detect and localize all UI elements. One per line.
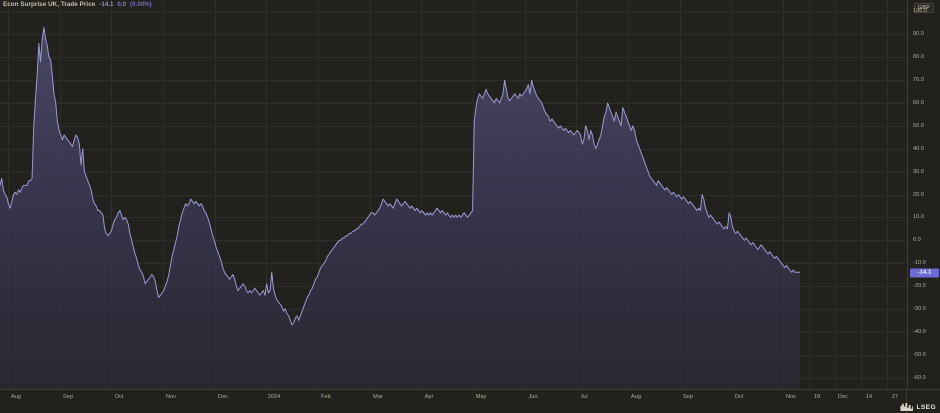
price-tick-label: -50.0 [913, 351, 926, 358]
gridline-horizontal [0, 171, 907, 173]
price-tick-label: 50.0 [913, 122, 924, 129]
current-price-badge: -14.1 [910, 268, 939, 278]
lseg-brand: LSEG [900, 403, 936, 411]
time-tick-label: Nov [786, 394, 796, 400]
price-tick-label: -40.0 [913, 328, 926, 335]
gridline-vertical [111, 0, 112, 389]
gridline-vertical [215, 0, 216, 389]
price-tick-label: -10.0 [913, 260, 926, 267]
gridline-vertical [8, 0, 9, 389]
gridline-horizontal [0, 57, 907, 59]
gridline-horizontal [0, 125, 907, 127]
gridline-horizontal [0, 194, 907, 196]
currency-label: GBP [913, 3, 935, 13]
price-axis[interactable]: GBP 100.0 90.0 80.0 70.0 60.0 50.0 40.0 30.0 20.… [907, 0, 940, 389]
gridline-vertical [680, 0, 681, 389]
time-tick-label: May [475, 394, 487, 400]
price-tick-label: 100.0 [913, 8, 927, 15]
time-tick-label: Jul [580, 394, 588, 400]
gridline-vertical [861, 0, 862, 389]
gridline-horizontal [0, 102, 907, 104]
gridline-vertical [421, 0, 422, 389]
time-tick-label: 18 [813, 394, 821, 400]
price-tick-label: 70.0 [913, 77, 924, 84]
price-tick-label: -60.0 [913, 374, 926, 381]
gridline-vertical [887, 0, 888, 389]
chart-header: Econ Surprise UK, Trade Price -14.1 0.0 … [0, 0, 907, 11]
gridline-vertical [731, 0, 732, 389]
time-tick-label: Feb [321, 394, 331, 400]
price-tick-label: 80.0 [913, 54, 924, 61]
time-tick-label: Oct [114, 394, 124, 400]
gridline-vertical [318, 0, 319, 389]
price-tick-label: 40.0 [913, 145, 924, 152]
axis-divider [906, 390, 907, 413]
lseg-logo-mark [900, 403, 914, 411]
time-tick-label: Apr [424, 394, 434, 400]
series-area [0, 27, 800, 389]
gridline-horizontal [0, 11, 907, 13]
series-line [0, 26, 800, 326]
price-series [0, 26, 800, 389]
time-tick-label: Mar [373, 394, 383, 400]
instrument-title[interactable]: Econ Surprise UK, Trade Price [3, 1, 96, 9]
time-tick-label: Sep [63, 394, 73, 400]
plot-area[interactable] [0, 0, 907, 389]
time-tick-label: 14 [865, 394, 873, 400]
price-tick-label: 10.0 [913, 214, 924, 221]
gridline-horizontal [0, 148, 907, 150]
lseg-brand-text: LSEG [916, 403, 936, 411]
time-tick-label: Nov [166, 394, 176, 400]
time-tick-label: Dec [218, 394, 228, 400]
time-tick-label: 27 [891, 394, 899, 400]
gridline-vertical [835, 0, 836, 389]
time-tick-label: Jun [528, 394, 538, 400]
gridline-vertical [163, 0, 164, 389]
gridline-horizontal [0, 80, 907, 82]
price-tick-label: 60.0 [913, 99, 924, 106]
gridline-vertical [809, 0, 810, 389]
price-tick-label: 30.0 [913, 168, 924, 175]
price-tick-label: 0.0 [913, 237, 921, 244]
time-tick-label: Aug [631, 394, 641, 400]
time-axis[interactable]: Aug Sep Oct Nov Dec 2024 Feb Mar Apr May Jun Jul Aug… [0, 389, 940, 413]
time-tick-label: Aug [11, 394, 21, 400]
price-tick-label: 20.0 [913, 191, 924, 198]
time-tick-label: 2024 [267, 394, 281, 400]
price-tick-label: -30.0 [913, 305, 926, 312]
price-tick-label: -20.0 [913, 283, 926, 290]
time-tick-label: Sep [683, 394, 693, 400]
time-tick-label: Dec [838, 394, 848, 400]
price-tick-label: 90.0 [913, 31, 924, 38]
time-tick-label: Oct [734, 394, 744, 400]
change-value: 0.0 [117, 1, 127, 9]
gridline-vertical [370, 0, 371, 389]
change-percent: (0.00%) [130, 1, 152, 9]
last-value: -14.1 [99, 1, 114, 9]
gridline-vertical [266, 0, 267, 389]
gridline-horizontal [0, 34, 907, 36]
gridline-vertical [783, 0, 784, 389]
